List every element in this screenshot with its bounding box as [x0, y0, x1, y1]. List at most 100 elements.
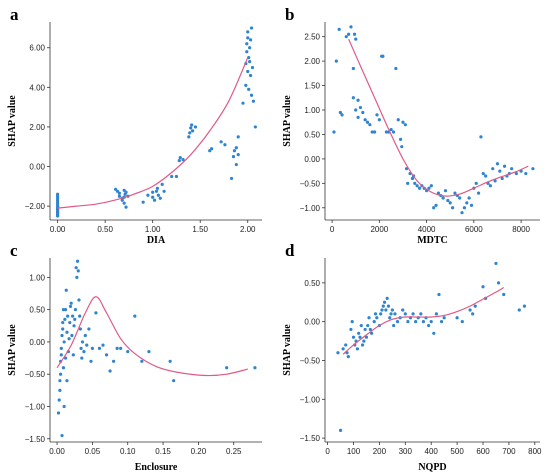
- data-point: [495, 162, 500, 166]
- data-point: [502, 164, 507, 168]
- data-point: [531, 167, 535, 171]
- y-tick-label: 2.00: [304, 57, 320, 66]
- data-point: [377, 118, 381, 122]
- data-point: [253, 366, 257, 370]
- data-point: [429, 184, 433, 188]
- data-point: [469, 203, 474, 207]
- data-point: [368, 123, 372, 127]
- data-point: [436, 191, 441, 195]
- x-tick-label: 1.50: [192, 225, 208, 234]
- x-tick-label: 0.05: [85, 447, 101, 456]
- data-point: [229, 176, 234, 181]
- data-point: [245, 42, 249, 46]
- data-point: [517, 308, 521, 312]
- data-point: [465, 201, 469, 205]
- data-point: [514, 171, 518, 176]
- data-point: [460, 320, 464, 324]
- y-tick-label: 0.50: [29, 306, 45, 315]
- panel-letter: d: [285, 241, 295, 260]
- data-point: [359, 323, 363, 328]
- data-point: [68, 320, 72, 325]
- data-point: [403, 312, 407, 316]
- data-point: [181, 158, 185, 162]
- data-point: [439, 320, 444, 324]
- data-point: [421, 320, 426, 324]
- data-point: [85, 343, 89, 347]
- data-point: [60, 333, 64, 338]
- data-point: [368, 327, 372, 332]
- data-point: [78, 327, 82, 331]
- data-point: [356, 115, 360, 119]
- data-point: [56, 214, 60, 218]
- data-point: [241, 101, 245, 105]
- data-point: [344, 35, 348, 39]
- data-point: [384, 130, 389, 134]
- data-point: [372, 320, 376, 324]
- x-tick-label: 0.50: [97, 225, 113, 234]
- data-point: [146, 193, 150, 197]
- x-tick-label: 0: [325, 447, 330, 456]
- y-tick-label: −1.50: [300, 434, 321, 443]
- data-point: [351, 66, 355, 71]
- data-point: [352, 32, 357, 36]
- data-point: [154, 189, 159, 193]
- data-point: [389, 127, 393, 132]
- y-tick-label: 1.00: [304, 106, 320, 115]
- data-point: [190, 123, 194, 127]
- y-axis-title: SHAP value: [7, 95, 18, 147]
- y-tick-label: −1.00: [300, 395, 321, 404]
- y-tick-label: 4.00: [29, 83, 45, 92]
- data-point: [120, 198, 124, 202]
- y-tick-label: 1.50: [304, 82, 320, 91]
- data-point: [63, 308, 68, 312]
- data-point: [253, 125, 257, 129]
- data-point: [355, 347, 359, 351]
- data-point: [481, 171, 485, 176]
- data-point: [493, 179, 497, 183]
- data-point: [124, 190, 128, 194]
- x-axis-title: MDTC: [417, 235, 448, 246]
- data-point: [382, 300, 387, 304]
- data-point: [251, 99, 256, 103]
- data-point: [170, 174, 174, 179]
- data-point: [524, 171, 528, 176]
- x-axis-title: Enclosure: [135, 462, 178, 473]
- y-tick-label: 0.00: [304, 318, 320, 327]
- data-point: [71, 314, 75, 318]
- data-point: [427, 186, 431, 190]
- data-point: [188, 131, 192, 135]
- data-point: [152, 198, 157, 202]
- data-point: [248, 38, 253, 42]
- data-point: [473, 304, 477, 308]
- data-point: [126, 350, 130, 354]
- y-tick-label: 6.00: [29, 44, 45, 53]
- data-point: [341, 347, 345, 351]
- data-point: [401, 308, 405, 312]
- data-point: [453, 191, 457, 195]
- y-tick-label: −1.00: [25, 402, 46, 411]
- data-point: [117, 194, 121, 198]
- data-point: [370, 130, 374, 134]
- data-point: [471, 312, 475, 316]
- data-point: [187, 135, 191, 139]
- data-point: [117, 191, 121, 195]
- data-point: [75, 275, 79, 279]
- data-point: [191, 129, 195, 133]
- data-point: [365, 120, 370, 124]
- panel-b: 0 2000 4000 6000 8000 −1.00 −0.50 0.00 0.50 1.00 1…: [282, 5, 540, 246]
- data-point: [57, 398, 61, 402]
- data-point: [500, 176, 504, 181]
- x-tick-label: 0: [330, 225, 335, 234]
- data-point: [246, 69, 250, 74]
- y-tick-label: 0.00: [29, 163, 45, 172]
- data-point: [245, 50, 249, 54]
- data-point: [437, 292, 441, 297]
- data-point: [336, 351, 340, 355]
- x-tick-label: 4000: [418, 225, 436, 234]
- y-tick-label: 0.50: [304, 279, 320, 288]
- data-point: [231, 155, 236, 159]
- data-point: [344, 343, 348, 347]
- data-point: [76, 269, 80, 273]
- data-point: [246, 36, 250, 40]
- x-tick-label: 500: [450, 447, 464, 456]
